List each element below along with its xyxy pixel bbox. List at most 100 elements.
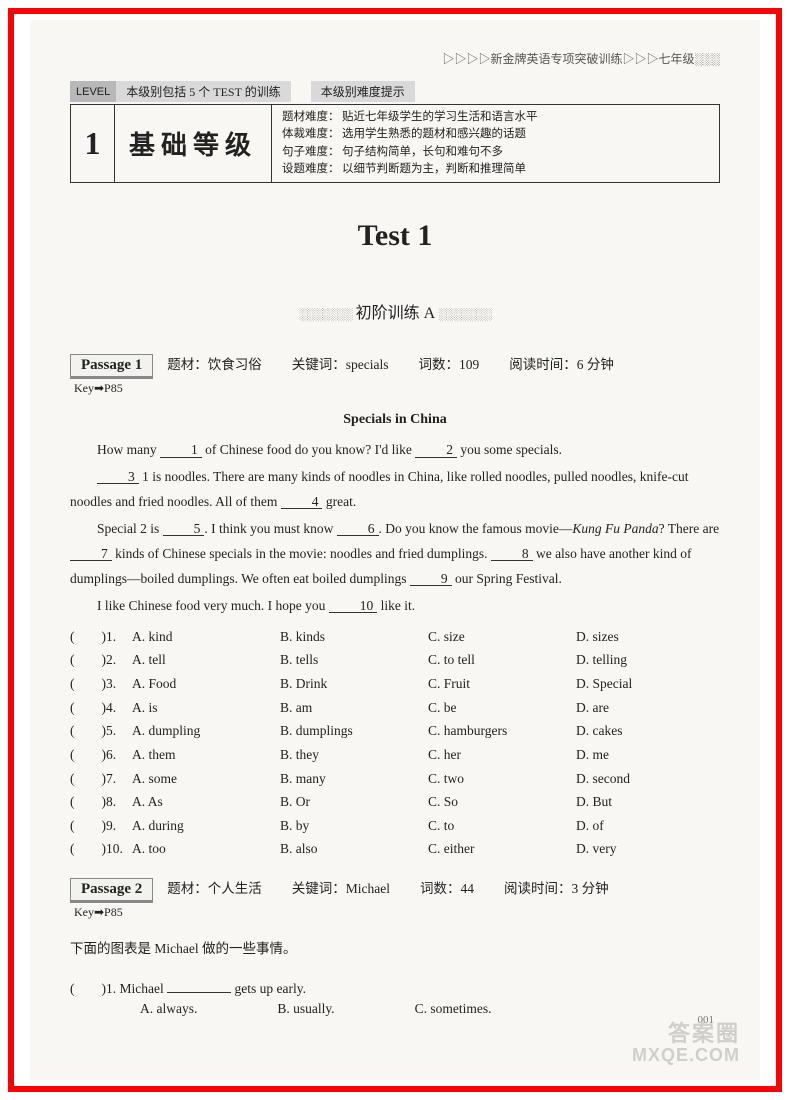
opt-d: D. But <box>576 790 720 814</box>
opt-b: B. Drink <box>280 672 428 696</box>
opt-c: C. So <box>428 790 576 814</box>
opt-b: B. dumplings <box>280 719 428 743</box>
opt-d: D. Special <box>576 672 720 696</box>
meta-label: 题材： <box>167 881 208 896</box>
level-title-wrap: 基础等级 <box>115 105 272 182</box>
sub-title-text: 初阶训练 A <box>356 305 439 322</box>
opt-a: A. As <box>132 790 280 814</box>
opt-c: C. two <box>428 767 576 791</box>
page-content: ▷▷▷▷新金牌英语专项突破训练▷▷▷七年级░░░ LEVEL 本级别包括 5 个… <box>30 20 760 1080</box>
blank: 2 <box>415 443 457 458</box>
opt-c: C. to tell <box>428 648 576 672</box>
meta-label: 词数： <box>419 357 460 372</box>
meta-topic: 题材：个人生活 <box>167 877 262 897</box>
opt-num: ( )10. <box>70 837 132 861</box>
option-row: ( )5.A. dumplingB. dumplingsC. hamburger… <box>70 719 720 743</box>
p2-intro: 下面的图表是 Michael 做的一些事情。 <box>70 936 720 962</box>
opt-b: B. tells <box>280 648 428 672</box>
opt-a: A. Food <box>132 672 280 696</box>
t: 1 is noodles. There are many kinds of no… <box>70 469 689 509</box>
ld-text: 句子结构简单，长句和难句不多 <box>342 144 503 161</box>
passage2-tag: Passage 2 <box>70 878 153 903</box>
meta-label: 词数： <box>420 881 461 896</box>
passage2-key: Key➡P85 <box>70 905 720 920</box>
p2-opts: A. always. B. usually. C. sometimes. <box>70 1001 720 1017</box>
meta-topic: 题材：饮食习俗 <box>167 353 262 373</box>
blank: 9 <box>410 572 452 587</box>
opt-c: C. hamburgers <box>428 719 576 743</box>
ld-label: 句子难度： <box>282 144 342 161</box>
para2: 3 1 is noodles. There are many kinds of … <box>70 465 720 515</box>
passage2-bar: Passage 2 题材：个人生活 关键词：Michael 词数：44 阅读时间… <box>70 877 720 903</box>
meta-label: 关键词： <box>292 881 346 896</box>
opt-d: D. second <box>576 767 720 791</box>
t: gets up early. <box>231 981 306 996</box>
ld-label: 设题难度： <box>282 161 342 178</box>
t: Special 2 is <box>97 521 163 536</box>
options-block: ( )1.A. kindB. kindsC. sizeD. sizes( )2.… <box>70 625 720 861</box>
meta-label: 阅读时间： <box>509 357 577 372</box>
opt-d: D. are <box>576 696 720 720</box>
option-row: ( )1.A. kindB. kindsC. sizeD. sizes <box>70 625 720 649</box>
dots-left: ░░░░░░░ <box>299 307 352 321</box>
t: kinds of Chinese specials in the movie: … <box>112 546 491 561</box>
blank: 8 <box>491 547 533 562</box>
blank: 6 <box>337 522 379 537</box>
p2-q1: ( )1. Michael gets up early. <box>70 976 720 1002</box>
level-title: 基础等级 <box>129 125 257 162</box>
level-details: 题材难度：贴近七年级学生的学习生活和语言水平 体裁难度：选用学生熟悉的题材和感兴… <box>272 105 719 182</box>
opt-d: D. telling <box>576 648 720 672</box>
dots-right: ░░░░░░░ <box>438 307 491 321</box>
watermark-top: 答案圈 <box>632 1022 740 1046</box>
passage1-key: Key➡P85 <box>70 381 720 396</box>
passage1-bar: Passage 1 题材：饮食习俗 关键词：specials 词数：109 阅读… <box>70 353 720 379</box>
opt-b: B. many <box>280 767 428 791</box>
opt-c: C. sometimes. <box>415 1001 492 1017</box>
movie-title: Kung Fu Panda <box>572 521 658 536</box>
opt-c: C. be <box>428 696 576 720</box>
meta-kw: 关键词：specials <box>292 353 389 373</box>
opt-a: A. during <box>132 814 280 838</box>
meta-label: 题材： <box>167 357 208 372</box>
opt-num: ( )9. <box>70 814 132 838</box>
t: like it. <box>377 598 415 613</box>
opt-a: A. kind <box>132 625 280 649</box>
opt-a: A. is <box>132 696 280 720</box>
meta-time: 阅读时间：3 分钟 <box>504 877 609 897</box>
t: our Spring Festival. <box>452 571 562 586</box>
ld-label: 题材难度： <box>282 109 342 126</box>
option-row: ( )6.A. themB. theyC. herD. me <box>70 743 720 767</box>
opt-num: ( )3. <box>70 672 132 696</box>
opt-a: A. tell <box>132 648 280 672</box>
level-box: 1 基础等级 题材难度：贴近七年级学生的学习生活和语言水平 体裁难度：选用学生熟… <box>70 104 720 183</box>
para1: How many 1 of Chinese food do you know? … <box>70 438 720 463</box>
passage2-meta: 题材：个人生活 关键词：Michael 词数：44 阅读时间：3 分钟 <box>167 877 608 897</box>
meta-kw: 关键词：Michael <box>292 877 390 897</box>
watermark: 答案圈 MXQE.COM <box>632 1022 740 1066</box>
meta-val: Michael <box>346 881 390 896</box>
meta-val: 饮食习俗 <box>208 357 262 372</box>
meta-label: 阅读时间： <box>504 881 572 896</box>
opt-c: C. either <box>428 837 576 861</box>
opt-d: D. very <box>576 837 720 861</box>
t: you some specials. <box>457 442 562 457</box>
t: . I think you must know <box>204 521 336 536</box>
t: I like Chinese food very much. I hope yo… <box>97 598 329 613</box>
option-row: ( )7.A. someB. manyC. twoD. second <box>70 767 720 791</box>
ld-text: 以细节判断题为主，判断和推理简单 <box>342 161 526 178</box>
meta-val: 109 <box>459 357 479 372</box>
ld-text: 选用学生熟悉的题材和感兴趣的话题 <box>342 126 526 143</box>
para4: I like Chinese food very much. I hope yo… <box>70 594 720 619</box>
opt-a: A. dumpling <box>132 719 280 743</box>
opt-a: A. always. <box>140 1001 197 1017</box>
opt-b: B. by <box>280 814 428 838</box>
opt-num: ( )5. <box>70 719 132 743</box>
opt-b: B. usually. <box>277 1001 334 1017</box>
ld-label: 体裁难度： <box>282 126 342 143</box>
watermark-bottom: MXQE.COM <box>632 1046 740 1066</box>
opt-a: A. some <box>132 767 280 791</box>
opt-b: B. Or <box>280 790 428 814</box>
opt-c: C. to <box>428 814 576 838</box>
opt-num: ( )8. <box>70 790 132 814</box>
level-num-wrap: 1 <box>71 105 115 182</box>
